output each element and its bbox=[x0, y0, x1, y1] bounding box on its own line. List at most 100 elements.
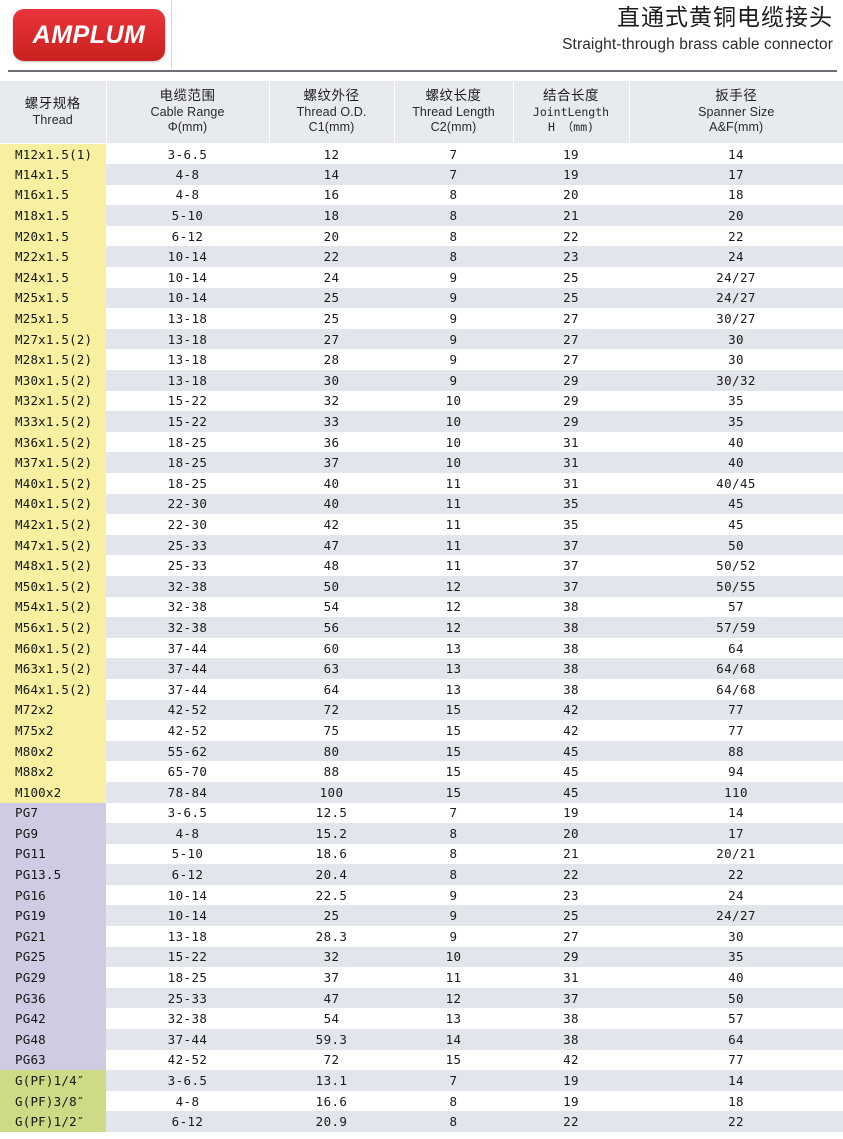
cell-cable-range: 18-25 bbox=[106, 431, 269, 453]
column-header-cn: 螺纹长度 bbox=[425, 88, 482, 104]
cell-joint-length: 25 bbox=[513, 905, 629, 927]
cell-thread-length: 15 bbox=[394, 761, 513, 782]
cell-thread-od: 80 bbox=[269, 740, 394, 762]
table-row: M27x1.5(2) 13-18 27 9 27 30 bbox=[0, 328, 843, 350]
cell-thread: PG7 bbox=[0, 802, 106, 824]
title-block: 直通式黄铜电缆接头 Straight-through brass cable c… bbox=[172, 0, 843, 56]
cell-cable-range: 3-6.5 bbox=[106, 802, 269, 824]
cell-thread-length: 12 bbox=[394, 575, 513, 597]
cell-cable-range: 37-44 bbox=[106, 637, 269, 659]
table-row: PG13.5 6-12 20.4 8 22 22 bbox=[0, 864, 843, 885]
cell-thread: PG19 bbox=[0, 905, 106, 927]
table-row: PG25 15-22 32 10 29 35 bbox=[0, 946, 843, 968]
amplum-logo: AMPLUM bbox=[13, 9, 165, 61]
cell-thread-od: 22 bbox=[269, 246, 394, 268]
page-title-en: Straight-through brass cable connector bbox=[562, 36, 833, 53]
cell-thread-length: 13 bbox=[394, 658, 513, 679]
cell-cable-range: 10-14 bbox=[106, 905, 269, 927]
cell-thread-length: 13 bbox=[394, 637, 513, 659]
cell-cable-range: 22-30 bbox=[106, 493, 269, 515]
cell-thread-od: 18 bbox=[269, 205, 394, 226]
cell-spanner-size: 35 bbox=[629, 390, 843, 412]
cell-thread-od: 54 bbox=[269, 596, 394, 618]
table-row: G(PF)3/8″ 4-8 16.6 8 19 18 bbox=[0, 1090, 843, 1112]
cell-spanner-size: 77 bbox=[629, 720, 843, 741]
cell-spanner-size: 24 bbox=[629, 246, 843, 268]
cell-joint-length: 19 bbox=[513, 1090, 629, 1112]
cell-spanner-size: 22 bbox=[629, 225, 843, 247]
cell-thread: M40x1.5(2) bbox=[0, 493, 106, 515]
cell-thread-length: 11 bbox=[394, 967, 513, 988]
cell-cable-range: 4-8 bbox=[106, 164, 269, 185]
table-row: M56x1.5(2) 32-38 56 12 38 57/59 bbox=[0, 617, 843, 638]
table-row: PG19 10-14 25 9 25 24/27 bbox=[0, 905, 843, 927]
cell-cable-range: 32-38 bbox=[106, 575, 269, 597]
cell-cable-range: 6-12 bbox=[106, 225, 269, 247]
column-header-cn: 螺牙规格 bbox=[24, 95, 81, 112]
cell-thread-od: 72 bbox=[269, 1049, 394, 1071]
table-row: M37x1.5(2) 18-25 37 10 31 40 bbox=[0, 452, 843, 473]
cell-thread-length: 15 bbox=[394, 720, 513, 741]
table-row: M30x1.5(2) 13-18 30 9 29 30/32 bbox=[0, 370, 843, 391]
column-header-en: Thread Length bbox=[412, 105, 495, 119]
cell-spanner-size: 18 bbox=[629, 184, 843, 206]
cell-joint-length: 21 bbox=[513, 843, 629, 865]
page-header: AMPLUM 直通式黄铜电缆接头 Straight-through brass … bbox=[0, 0, 843, 78]
cell-thread-od: 36 bbox=[269, 431, 394, 453]
cell-thread: M56x1.5(2) bbox=[0, 617, 106, 638]
cell-thread: M36x1.5(2) bbox=[0, 431, 106, 453]
cell-cable-range: 25-33 bbox=[106, 555, 269, 576]
cell-joint-length: 22 bbox=[513, 864, 629, 885]
table-row: M72x2 42-52 72 15 42 77 bbox=[0, 699, 843, 721]
cell-joint-length: 19 bbox=[513, 164, 629, 185]
cell-cable-range: 42-52 bbox=[106, 699, 269, 721]
cell-thread-od: 56 bbox=[269, 617, 394, 638]
cell-cable-range: 3-6.5 bbox=[106, 143, 269, 165]
table-row: PG11 5-10 18.6 8 21 20/21 bbox=[0, 843, 843, 865]
cell-joint-length: 23 bbox=[513, 246, 629, 268]
table-row: G(PF)1/2″ 6-12 20.9 8 22 22 bbox=[0, 1111, 843, 1132]
column-header-cn: 扳手径 bbox=[715, 88, 758, 104]
cell-joint-length: 38 bbox=[513, 1029, 629, 1050]
cell-thread-od: 88 bbox=[269, 761, 394, 782]
cell-thread-od: 64 bbox=[269, 678, 394, 700]
cell-thread: M88x2 bbox=[0, 761, 106, 782]
cell-thread-od: 40 bbox=[269, 493, 394, 515]
cell-thread-length: 9 bbox=[394, 905, 513, 927]
cell-thread: G(PF)3/8″ bbox=[0, 1090, 106, 1112]
cell-thread-od: 24 bbox=[269, 267, 394, 288]
cell-thread: PG36 bbox=[0, 987, 106, 1009]
column-header-unit: Φ(mm) bbox=[167, 120, 208, 134]
cell-cable-range: 15-22 bbox=[106, 390, 269, 412]
cell-cable-range: 25-33 bbox=[106, 534, 269, 556]
cell-thread: M18x1.5 bbox=[0, 205, 106, 226]
cell-joint-length: 42 bbox=[513, 699, 629, 721]
cell-thread-od: 25 bbox=[269, 287, 394, 309]
cell-thread-length: 10 bbox=[394, 431, 513, 453]
cell-thread-length: 12 bbox=[394, 617, 513, 638]
cell-spanner-size: 64/68 bbox=[629, 658, 843, 679]
cell-thread: M32x1.5(2) bbox=[0, 390, 106, 412]
table-row: PG36 25-33 47 12 37 50 bbox=[0, 987, 843, 1009]
cell-spanner-size: 50/55 bbox=[629, 575, 843, 597]
table-row: M24x1.5 10-14 24 9 25 24/27 bbox=[0, 267, 843, 288]
cell-spanner-size: 45 bbox=[629, 514, 843, 535]
cell-joint-length: 19 bbox=[513, 1070, 629, 1091]
cell-joint-length: 31 bbox=[513, 452, 629, 473]
header-divider bbox=[8, 70, 837, 72]
cell-cable-range: 15-22 bbox=[106, 946, 269, 968]
cell-thread-length: 7 bbox=[394, 802, 513, 824]
cell-thread-od: 72 bbox=[269, 699, 394, 721]
table-row: M88x2 65-70 88 15 45 94 bbox=[0, 761, 843, 782]
cell-spanner-size: 30/32 bbox=[629, 370, 843, 391]
cell-thread-od: 33 bbox=[269, 411, 394, 432]
table-header: 螺牙规格 Thread 电缆范围 Cable Range Φ(mm) 螺纹外径 … bbox=[0, 81, 843, 144]
cell-spanner-size: 30 bbox=[629, 349, 843, 371]
cell-thread-length: 11 bbox=[394, 555, 513, 576]
cell-thread-length: 12 bbox=[394, 987, 513, 1009]
table-row: M14x1.5 4-8 14 7 19 17 bbox=[0, 164, 843, 185]
cell-spanner-size: 35 bbox=[629, 411, 843, 432]
cell-thread-od: 59.3 bbox=[269, 1029, 394, 1050]
cell-thread-length: 15 bbox=[394, 1049, 513, 1071]
cell-cable-range: 13-18 bbox=[106, 308, 269, 329]
